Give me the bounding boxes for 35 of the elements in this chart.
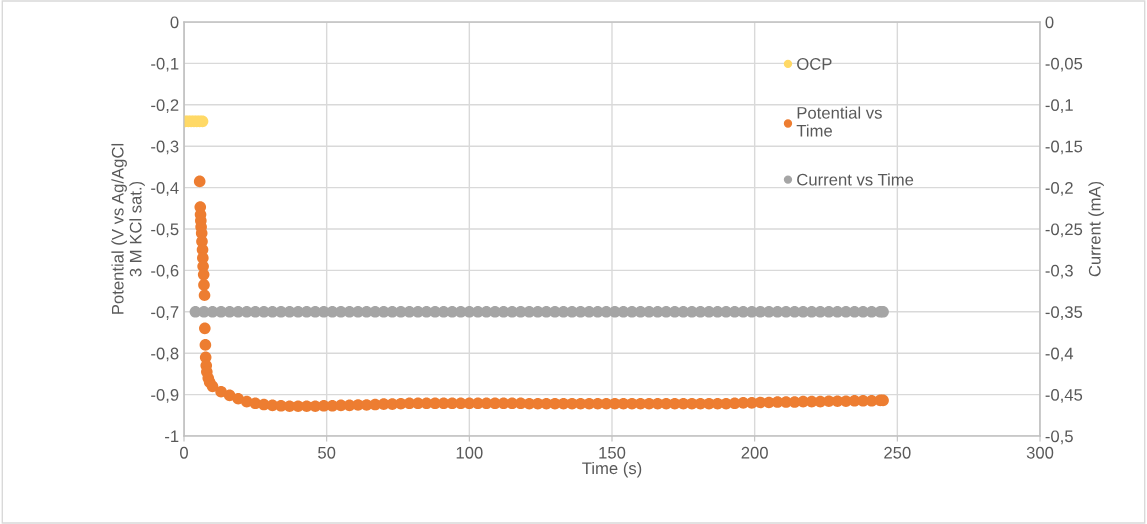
x-tick-label: 100 xyxy=(456,446,483,459)
y-tick-label: -0,7 xyxy=(151,306,179,320)
y-tick-label: -1 xyxy=(165,430,179,443)
x-tick-label: 150 xyxy=(599,446,626,459)
y2-tick-label: -0,05 xyxy=(1045,57,1083,72)
y2-tick-label: -0,25 xyxy=(1045,223,1083,238)
y-tick-label: -0,5 xyxy=(151,223,179,238)
x-tick-label: 50 xyxy=(318,446,336,459)
y2-tick-label: -0,3 xyxy=(1045,264,1073,279)
x-tick-label: 200 xyxy=(741,446,768,459)
legend-label: OCP xyxy=(797,58,832,70)
x-tick-label: 0 xyxy=(180,446,188,459)
y-tick-label: -0,1 xyxy=(151,57,179,72)
y-tick-label: -0,9 xyxy=(151,389,179,403)
legend-label: Current vs Time xyxy=(797,173,914,186)
y2-tick-label: -0,5 xyxy=(1045,430,1073,445)
y-tick-label: -0,8 xyxy=(151,347,179,362)
y2-tick-label: -0,1 xyxy=(1045,99,1073,113)
y-tick-label: -0,2 xyxy=(151,99,179,113)
x-tick-label: 250 xyxy=(884,446,911,459)
y-tick-label: -0,6 xyxy=(151,264,179,279)
y2-tick-label: -0,15 xyxy=(1045,140,1083,155)
y2-tick-label: -0,2 xyxy=(1045,182,1073,196)
y-tick-label: -0,3 xyxy=(151,140,179,155)
legend-label: Potential vs Time xyxy=(796,106,882,137)
y-tick-label: 0 xyxy=(170,16,179,29)
y2-tick-label: 0 xyxy=(1045,16,1054,29)
y2-tick-label: -0,4 xyxy=(1045,347,1074,362)
y-axis-title: Potential (V vs Ag/AgCl 3 M KCl sat.) xyxy=(111,143,145,314)
y2-tick-label: -0,35 xyxy=(1045,306,1083,320)
y2-tick-label: -0,45 xyxy=(1045,389,1083,403)
x-tick-label: 300 xyxy=(1026,446,1054,459)
y-tick-label: -0,4 xyxy=(151,182,179,196)
x-axis-title: Time (s) xyxy=(582,461,642,478)
y2-axis-title: Current (mA) xyxy=(1088,181,1104,277)
